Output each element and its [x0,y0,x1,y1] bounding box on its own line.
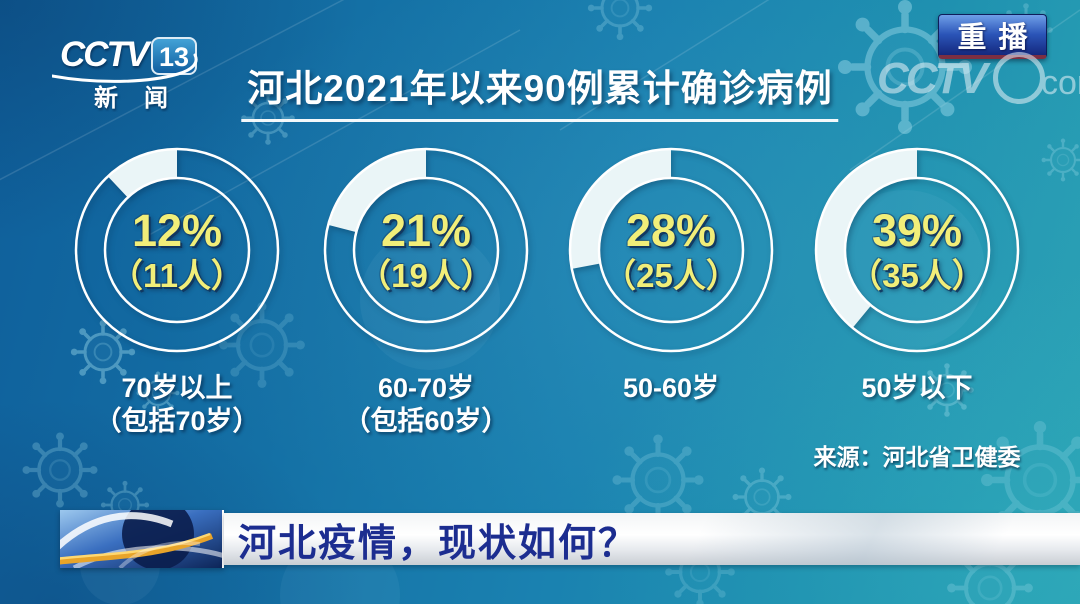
percent-value: 12% [131,205,223,256]
donut-chart-60-70: 21% （19人） [316,140,536,360]
replay-badge: 重播 [938,14,1047,59]
ticker-headline: 河北疫情，现状如何？ [238,522,639,565]
ticker-globe-graphic [60,510,224,568]
age-label-line2: （包括70岁） [94,406,260,436]
count-value: （25人） [603,257,739,294]
count-value: （11人） [110,257,244,294]
channel-name-text: 新闻 [94,84,194,112]
age-label-line1: 70岁以上 [121,373,233,403]
cctv-brand-text: CCTV [60,35,152,74]
age-label-70-plus: 70岁以上 （包括70岁） [27,372,327,438]
age-label-line1: 50-60岁 [622,373,720,403]
age-label-60-70: 60-70岁 （包括60岁） [276,372,576,438]
percent-value: 21% [380,205,472,256]
age-label-line1: 60-70岁 [377,373,475,403]
donut-ring-svg [814,147,1020,353]
count-value: （19人） [358,257,494,294]
watermark-brand: CCTV [877,54,988,103]
cctv-com-watermark: CCTV com [855,48,1080,106]
age-label-line1: 50岁以下 [861,373,973,403]
watermark-swirl-icon [993,52,1045,104]
donut-center-text: 12% （11人） [67,140,287,360]
percent-value: 28% [625,205,717,256]
ticker-bar: 河北疫情，现状如何？ [224,513,1080,565]
donut-center-text: 28% （25人） [561,140,781,360]
logo-swoosh [52,53,198,83]
donut-center-text: 39% （35人） [807,140,1027,360]
channel-number-text: 13 [159,42,189,72]
cctv13-channel-logo: CCTV 13 新闻 [52,35,198,112]
donut-ring-svg [74,147,280,353]
watermark-suffix: com [1041,64,1080,102]
count-value: （35人） [849,257,985,294]
percent-value: 39% [871,205,963,256]
age-label-line2: （包括60岁） [343,406,509,436]
age-label-50-60: 50-60岁 [521,372,821,405]
age-label-under-50: 50岁以下 [767,372,1067,405]
donut-center-text: 21% （19人） [316,140,536,360]
chart-title: 河北2021年以来90例累计确诊病例 [241,58,839,122]
donut-ring-svg [323,147,529,353]
donut-chart-50-60: 28% （25人） [561,140,781,360]
donut-ring-svg [568,147,774,353]
donut-chart-under-50: 39% （35人） [807,140,1027,360]
data-source-note: 来源：河北省卫健委 [813,444,1021,470]
donut-chart-70-plus: 12% （11人） [67,140,287,360]
